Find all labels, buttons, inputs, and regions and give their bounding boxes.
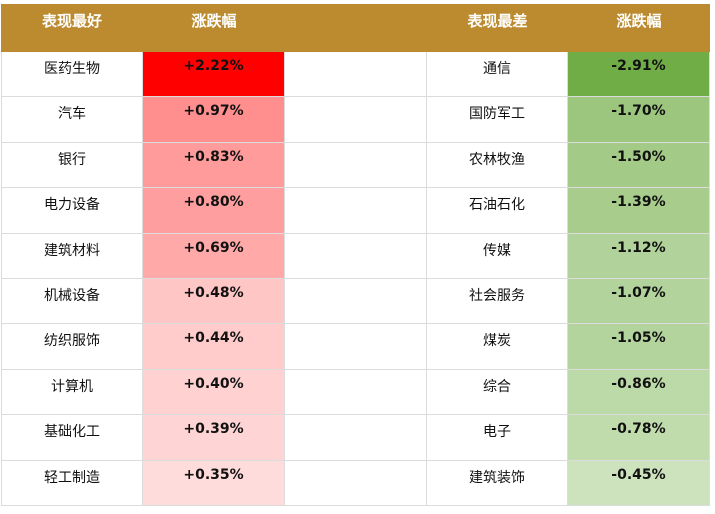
sector-name: 综合 (427, 369, 568, 416)
spacer-cell (285, 279, 427, 325)
header-cell: 涨跌幅 (616, 12, 662, 30)
change-cell: -0.86% (568, 369, 710, 416)
spacer-cell (285, 460, 427, 506)
change-cell: -1.70% (568, 97, 710, 143)
header-band (1, 4, 710, 52)
change-cell: -2.91% (568, 52, 710, 98)
spacer-cell (285, 369, 427, 416)
change-cell: +0.35% (143, 460, 285, 506)
header-cell: 表现最差 (467, 12, 528, 30)
change-cell: -1.12% (568, 233, 710, 279)
change-cell: +0.48% (143, 279, 285, 325)
sector-name: 通信 (427, 52, 568, 98)
spacer-cell (285, 324, 427, 370)
change-cell: +0.97% (143, 97, 285, 143)
sector-name: 银行 (1, 142, 143, 189)
sector-name: 轻工制造 (1, 460, 143, 506)
change-cell: -0.45% (568, 460, 710, 506)
change-cell: +0.44% (143, 324, 285, 370)
spacer-cell (285, 415, 427, 461)
sector-name: 石油石化 (427, 188, 568, 234)
change-cell: -1.39% (568, 188, 710, 234)
sector-name: 建筑装饰 (427, 460, 568, 506)
sector-name: 传媒 (427, 233, 568, 279)
spacer-cell (285, 188, 427, 234)
spacer-cell (285, 142, 427, 189)
spacer-cell (285, 97, 427, 143)
header-cell: 涨跌幅 (191, 12, 237, 30)
sector-name: 电力设备 (1, 188, 143, 234)
change-cell: +2.22% (143, 52, 285, 98)
spacer-cell (285, 52, 427, 98)
sector-name: 电子 (427, 415, 568, 461)
sector-name: 汽车 (1, 97, 143, 143)
ranking-table: 表现最好 涨跌幅 表现最差 涨跌幅医药生物 +2.22% 通信 -2.91% 汽车 +0.97%… (1, 4, 710, 508)
sector-name: 国防军工 (427, 97, 568, 143)
change-cell: +0.80% (143, 188, 285, 234)
change-cell: -1.05% (568, 324, 710, 370)
change-cell: +0.83% (143, 142, 285, 189)
sector-name: 基础化工 (1, 415, 143, 461)
sector-name: 建筑材料 (1, 233, 143, 279)
sector-name: 煤炭 (427, 324, 568, 370)
change-cell: +0.40% (143, 369, 285, 416)
spacer-cell (285, 233, 427, 279)
change-cell: +0.39% (143, 415, 285, 461)
sector-name: 纺织服饰 (1, 324, 143, 370)
sector-name: 农林牧渔 (427, 142, 568, 189)
sector-name: 医药生物 (1, 52, 143, 98)
sector-name: 机械设备 (1, 279, 143, 325)
sector-name: 计算机 (1, 369, 143, 416)
change-cell: -1.07% (568, 279, 710, 325)
change-cell: -0.78% (568, 415, 710, 461)
change-cell: -1.50% (568, 142, 710, 189)
header-cell: 表现最好 (41, 12, 102, 30)
change-cell: +0.69% (143, 233, 285, 279)
sector-name: 社会服务 (427, 279, 568, 325)
